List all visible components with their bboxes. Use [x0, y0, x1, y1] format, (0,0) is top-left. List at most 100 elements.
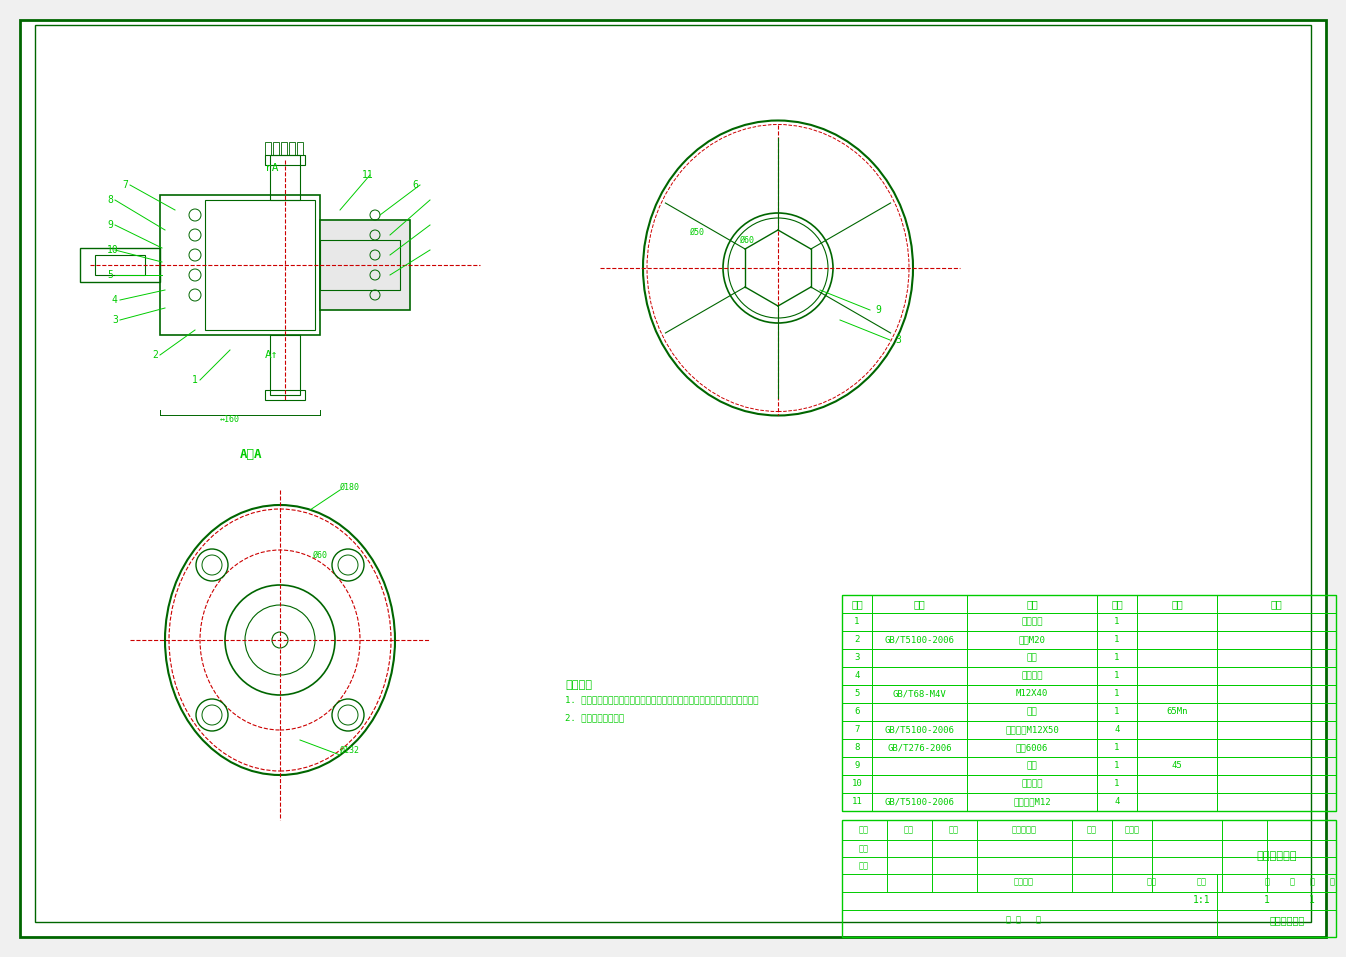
Text: 序号: 序号	[851, 599, 863, 609]
Text: 第: 第	[1310, 878, 1315, 886]
Bar	[1217, 775, 1337, 793]
Bar	[872, 685, 966, 703]
Bar	[843, 775, 872, 793]
Bar	[1097, 631, 1137, 649]
Bar	[872, 595, 966, 613]
Text: 共: 共	[1264, 878, 1269, 886]
Bar	[1097, 649, 1137, 667]
Text: 11: 11	[362, 170, 374, 180]
Bar	[1137, 775, 1217, 793]
Text: 六角螺母M12: 六角螺母M12	[1014, 797, 1051, 807]
Bar	[1137, 649, 1217, 667]
Text: GB/T5100-2006: GB/T5100-2006	[884, 797, 954, 807]
Bar	[1137, 793, 1217, 811]
Bar	[1097, 721, 1137, 739]
Bar	[843, 685, 872, 703]
Bar	[1217, 793, 1337, 811]
Text: 45: 45	[1171, 762, 1182, 770]
Text: 6: 6	[855, 707, 860, 717]
Text: 代号: 代号	[914, 599, 926, 609]
Bar	[843, 739, 872, 757]
Bar	[843, 703, 872, 721]
Text: 8: 8	[855, 744, 860, 752]
Text: 图样代号: 图样代号	[1014, 878, 1034, 886]
Bar	[281, 142, 287, 155]
Bar	[843, 721, 872, 739]
Text: 4: 4	[112, 295, 118, 305]
Text: 3: 3	[895, 335, 900, 345]
Text: 材料: 材料	[1171, 599, 1183, 609]
Bar	[966, 739, 1097, 757]
Text: 6: 6	[412, 180, 417, 190]
Text: 9: 9	[855, 762, 860, 770]
Bar	[843, 595, 872, 613]
Text: 张: 张	[1289, 878, 1295, 886]
Text: ↔160: ↔160	[219, 415, 240, 425]
Text: 标记: 标记	[905, 826, 914, 835]
Bar	[1097, 595, 1137, 613]
Bar	[966, 721, 1097, 739]
Bar	[966, 703, 1097, 721]
Text: 处数: 处数	[949, 826, 958, 835]
Bar	[966, 775, 1097, 793]
Bar	[966, 667, 1097, 685]
Text: 10: 10	[852, 780, 863, 789]
Text: 重量: 重量	[1147, 878, 1158, 886]
Text: 65Mn: 65Mn	[1166, 707, 1187, 717]
Text: 数量: 数量	[1112, 599, 1123, 609]
Text: 5: 5	[106, 270, 113, 280]
Text: 封口调节装置: 封口调节装置	[1269, 915, 1304, 925]
Text: 8: 8	[106, 195, 113, 205]
Bar	[1137, 757, 1217, 775]
Bar	[843, 631, 872, 649]
Bar	[1097, 685, 1137, 703]
Text: 比例: 比例	[1197, 878, 1207, 886]
Bar	[1137, 721, 1217, 739]
Bar	[966, 685, 1097, 703]
Text: 4: 4	[1114, 725, 1120, 735]
Bar	[1217, 667, 1337, 685]
Text: A↑: A↑	[265, 350, 279, 360]
Text: GB/T5100-2006: GB/T5100-2006	[884, 725, 954, 735]
Text: GB/T276-2006: GB/T276-2006	[887, 744, 952, 752]
Text: 轴承: 轴承	[1027, 707, 1038, 717]
Bar	[872, 721, 966, 739]
Bar	[320, 220, 411, 310]
Bar	[265, 390, 306, 400]
Text: Ø60: Ø60	[740, 235, 755, 244]
Text: 1: 1	[1114, 617, 1120, 627]
Text: M12X40: M12X40	[1016, 689, 1049, 699]
Bar	[1097, 793, 1137, 811]
Text: A－A: A－A	[240, 449, 262, 461]
Text: Ø180: Ø180	[341, 482, 359, 492]
Bar	[872, 703, 966, 721]
Text: 4: 4	[855, 672, 860, 680]
Bar	[872, 613, 966, 631]
Text: 签名: 签名	[1088, 826, 1097, 835]
Text: 年月日: 年月日	[1124, 826, 1140, 835]
Bar	[297, 142, 303, 155]
Text: 4: 4	[1114, 797, 1120, 807]
Bar	[843, 649, 872, 667]
Text: 压缩弹簧: 压缩弹簧	[1022, 672, 1043, 680]
Bar	[273, 142, 279, 155]
Text: 螺母M20: 螺母M20	[1019, 635, 1046, 644]
Text: 1. 零件在装配前必须清理和清洗干净，不得有毛刺、飞边、氧化皮、锈蚀等。: 1. 零件在装配前必须清理和清洗干净，不得有毛刺、飞边、氧化皮、锈蚀等。	[565, 696, 759, 704]
Text: 1: 1	[1114, 744, 1120, 752]
Bar	[1137, 703, 1217, 721]
Bar	[872, 757, 966, 775]
Bar	[1217, 595, 1337, 613]
Bar	[265, 142, 271, 155]
Bar	[872, 631, 966, 649]
Bar	[1137, 631, 1217, 649]
Bar	[966, 757, 1097, 775]
Bar	[289, 142, 295, 155]
Text: 调节轴杆: 调节轴杆	[1022, 617, 1043, 627]
Bar	[966, 595, 1097, 613]
Bar	[1097, 757, 1137, 775]
Bar	[872, 667, 966, 685]
Text: 张: 张	[1330, 878, 1334, 886]
Text: 5: 5	[855, 689, 860, 699]
Text: 封口调节装置: 封口调节装置	[1257, 851, 1298, 861]
Text: GB/T5100-2006: GB/T5100-2006	[884, 635, 954, 644]
